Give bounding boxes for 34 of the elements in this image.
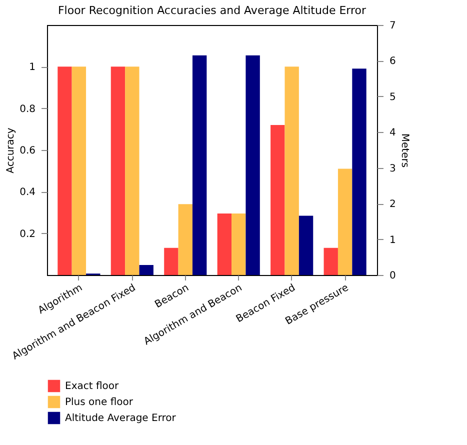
chart-title: Floor Recognition Accuracies and Average Altitude Error xyxy=(58,4,366,17)
bar xyxy=(110,66,126,275)
legend-label: Exact floor xyxy=(65,381,120,392)
bar xyxy=(192,55,207,275)
y2-tick-label: 2 xyxy=(390,199,396,210)
y2-tick-label: 5 xyxy=(390,92,396,103)
bar xyxy=(72,66,86,275)
bar xyxy=(139,265,154,275)
legend-label: Plus one floor xyxy=(65,397,134,408)
y2-tick-label: 7 xyxy=(390,20,396,32)
bar xyxy=(125,66,140,275)
y-tick-label: 0.8 xyxy=(20,104,36,115)
y2-tick-label: 3 xyxy=(390,163,396,174)
bar xyxy=(246,55,260,275)
y-axis-title: Accuracy xyxy=(6,128,17,174)
bar xyxy=(232,214,246,275)
bar xyxy=(324,248,338,275)
y2-tick-label: 4 xyxy=(390,128,396,139)
y-tick-label: 1 xyxy=(29,62,36,74)
bar xyxy=(164,248,178,275)
y2-axis-title: Meters xyxy=(398,133,410,168)
bar xyxy=(284,66,299,275)
bar xyxy=(58,66,72,275)
bar xyxy=(298,216,314,275)
y2-tick-label: 6 xyxy=(390,56,396,68)
bar xyxy=(178,204,192,275)
bar xyxy=(217,214,232,275)
y2-tick-label: 0 xyxy=(390,270,396,282)
y-tick-label: 0.4 xyxy=(20,187,36,198)
legend-label: Altitude Average Error xyxy=(65,413,177,424)
bar xyxy=(270,125,285,275)
y-tick-label: 0.2 xyxy=(20,228,36,240)
y-tick-label: 0.6 xyxy=(20,146,36,156)
y2-tick-label: 1 xyxy=(390,234,396,246)
